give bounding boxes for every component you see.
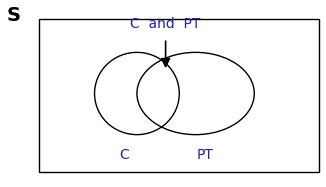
Text: S: S [7,6,21,25]
Text: PT: PT [197,148,214,162]
Text: C: C [119,148,129,162]
Text: C  and  PT: C and PT [130,17,201,31]
